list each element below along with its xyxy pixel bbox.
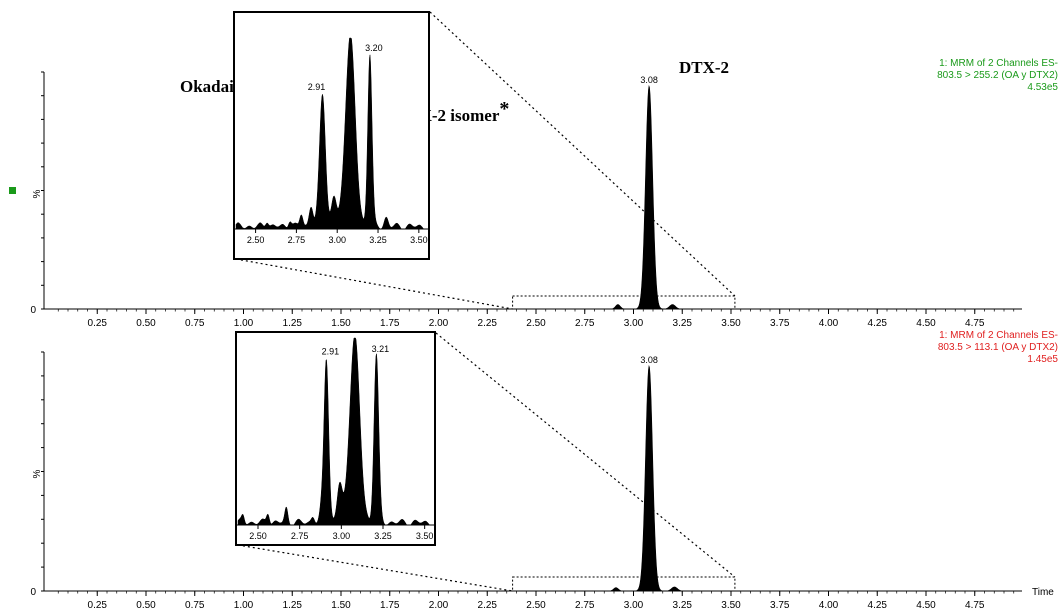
inset-x-tick-label: 2.75 — [288, 235, 306, 245]
x-tick-label: 4.75 — [965, 318, 985, 329]
x-tick-label: 3.25 — [673, 600, 693, 609]
inset-x-tick-label: 2.75 — [291, 531, 309, 541]
x-tick-label: 0.25 — [88, 318, 108, 329]
zoom-connector-line — [435, 332, 736, 578]
x-tick-label: 2.00 — [429, 600, 449, 609]
inset-peak-label: 3.20 — [365, 43, 383, 53]
x-tick-label: 1.75 — [380, 600, 400, 609]
x-tick-label: 0.25 — [88, 600, 108, 609]
zoom-connector-line — [235, 258, 513, 310]
inset-x-tick-label: 3.50 — [416, 531, 434, 541]
x-tick-label: 0.75 — [185, 318, 205, 329]
x-tick-label: 3.25 — [673, 318, 693, 329]
x-tick-label: 2.75 — [575, 318, 595, 329]
x-tick-label: 0.50 — [136, 600, 156, 609]
dtx2-label: DTX-2 — [679, 58, 729, 77]
x-tick-label: 1.75 — [380, 318, 400, 329]
inset-x-tick-label: 2.50 — [247, 235, 265, 245]
x-tick-label: 4.25 — [868, 600, 888, 609]
x-tick-label: 4.75 — [965, 600, 985, 609]
panel1-y-label: % — [32, 189, 43, 198]
panel2-intensity: 1.45e5 — [1027, 354, 1058, 365]
x-tick-label: 3.00 — [624, 318, 644, 329]
zoom-connector-line — [237, 544, 513, 592]
x-tick-label: 2.50 — [526, 600, 546, 609]
inset-x-tick-label: 3.25 — [374, 531, 392, 541]
x-tick-label: 3.50 — [721, 318, 741, 329]
inset-x-tick-label: 3.00 — [333, 531, 351, 541]
x-tick-label: 1.00 — [234, 600, 254, 609]
x-tick-label: 1.50 — [331, 600, 351, 609]
x-tick-label: 1.25 — [283, 600, 303, 609]
panel1-y-zero: 0 — [30, 305, 36, 316]
zoom-window — [512, 295, 736, 310]
x-tick-label: 1.50 — [331, 318, 351, 329]
zoom-connector-line — [429, 11, 736, 297]
x-tick-label: 2.25 — [478, 318, 498, 329]
x-tick-label: 3.75 — [770, 318, 790, 329]
x-tick-label: 2.00 — [429, 318, 449, 329]
x-tick-label: 0.50 — [136, 318, 156, 329]
inset-peak-label: 3.21 — [372, 344, 390, 354]
panel2-channel-line1: 1: MRM of 2 Channels ES- — [939, 330, 1058, 341]
x-tick-label: 3.75 — [770, 600, 790, 609]
panel1-intensity: 4.53e5 — [1027, 82, 1058, 93]
inset-frame — [235, 331, 436, 546]
x-tick-label: 3.50 — [721, 600, 741, 609]
inset-peak-label: 2.91 — [322, 347, 340, 357]
x-tick-label: 4.50 — [916, 318, 936, 329]
x-tick-label: 1.25 — [283, 318, 303, 329]
legend-square-marker — [9, 187, 16, 194]
peak-label: 3.08 — [640, 75, 658, 85]
panel2-y-label: % — [32, 469, 43, 478]
inset-x-tick-label: 3.00 — [328, 235, 346, 245]
x-tick-label: 0.75 — [185, 600, 205, 609]
inset-trace — [237, 337, 434, 526]
x-tick-label: 3.00 — [624, 600, 644, 609]
x-tick-label: 2.25 — [478, 600, 498, 609]
x-tick-label: 4.50 — [916, 600, 936, 609]
x-tick-label: 2.50 — [526, 318, 546, 329]
x-tick-label: 4.25 — [868, 318, 888, 329]
peak-label: 3.08 — [640, 355, 658, 365]
panel1-axes: % 0 — [9, 72, 1022, 316]
panel2-plot: 0.25 0.50 0.75 1.00 1.25 1.50 1.75 2.00 2.25 2.50… — [41, 331, 1022, 609]
panel2-axes: % 0 Time — [30, 352, 1054, 598]
inset-x-tick-label: 2.50 — [249, 531, 267, 541]
dtx2-isomer-asterisk: * — [499, 98, 509, 120]
zoom-window — [512, 576, 736, 592]
panel1-channel-line2: 803.5 > 255.2 (OA y DTX2) — [937, 70, 1058, 81]
x-tick-label: 4.00 — [819, 600, 839, 609]
panel1-plot: 0.25 0.50 0.75 1.00 1.25 1.50 1.75 2.00 2.25 2.50… — [41, 11, 1022, 329]
x-axis-label: Time — [1032, 587, 1054, 598]
inset-peak-label: 2.91 — [308, 82, 326, 92]
x-tick-label: 4.00 — [819, 318, 839, 329]
panel2-y-zero: 0 — [30, 587, 36, 598]
panel2-channel-line2: 803.5 > 113.1 (OA y DTX2) — [938, 342, 1058, 353]
panel1-channel-line1: 1: MRM of 2 Channels ES- — [939, 58, 1058, 69]
x-tick-label: 2.75 — [575, 600, 595, 609]
panel1-trace — [44, 84, 1022, 310]
inset-x-tick-label: 3.25 — [369, 235, 387, 245]
inset-x-tick-label: 3.50 — [410, 235, 428, 245]
x-tick-label: 1.00 — [234, 318, 254, 329]
chart-marks: 0.25 0.50 0.75 1.00 1.25 1.50 1.75 2.00 2.25 2.50… — [41, 11, 1022, 609]
panel2-trace — [44, 364, 1022, 592]
inset-trace — [235, 37, 428, 230]
